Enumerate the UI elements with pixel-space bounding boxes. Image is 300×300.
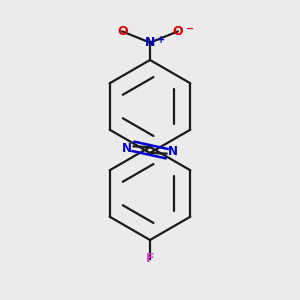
Text: N: N <box>122 142 132 155</box>
Text: O: O <box>172 25 183 38</box>
Text: N: N <box>168 145 178 158</box>
Text: O: O <box>117 25 128 38</box>
Text: N: N <box>145 36 155 49</box>
Text: −: − <box>186 23 194 34</box>
Text: F: F <box>146 252 154 265</box>
Text: +: + <box>157 34 166 45</box>
